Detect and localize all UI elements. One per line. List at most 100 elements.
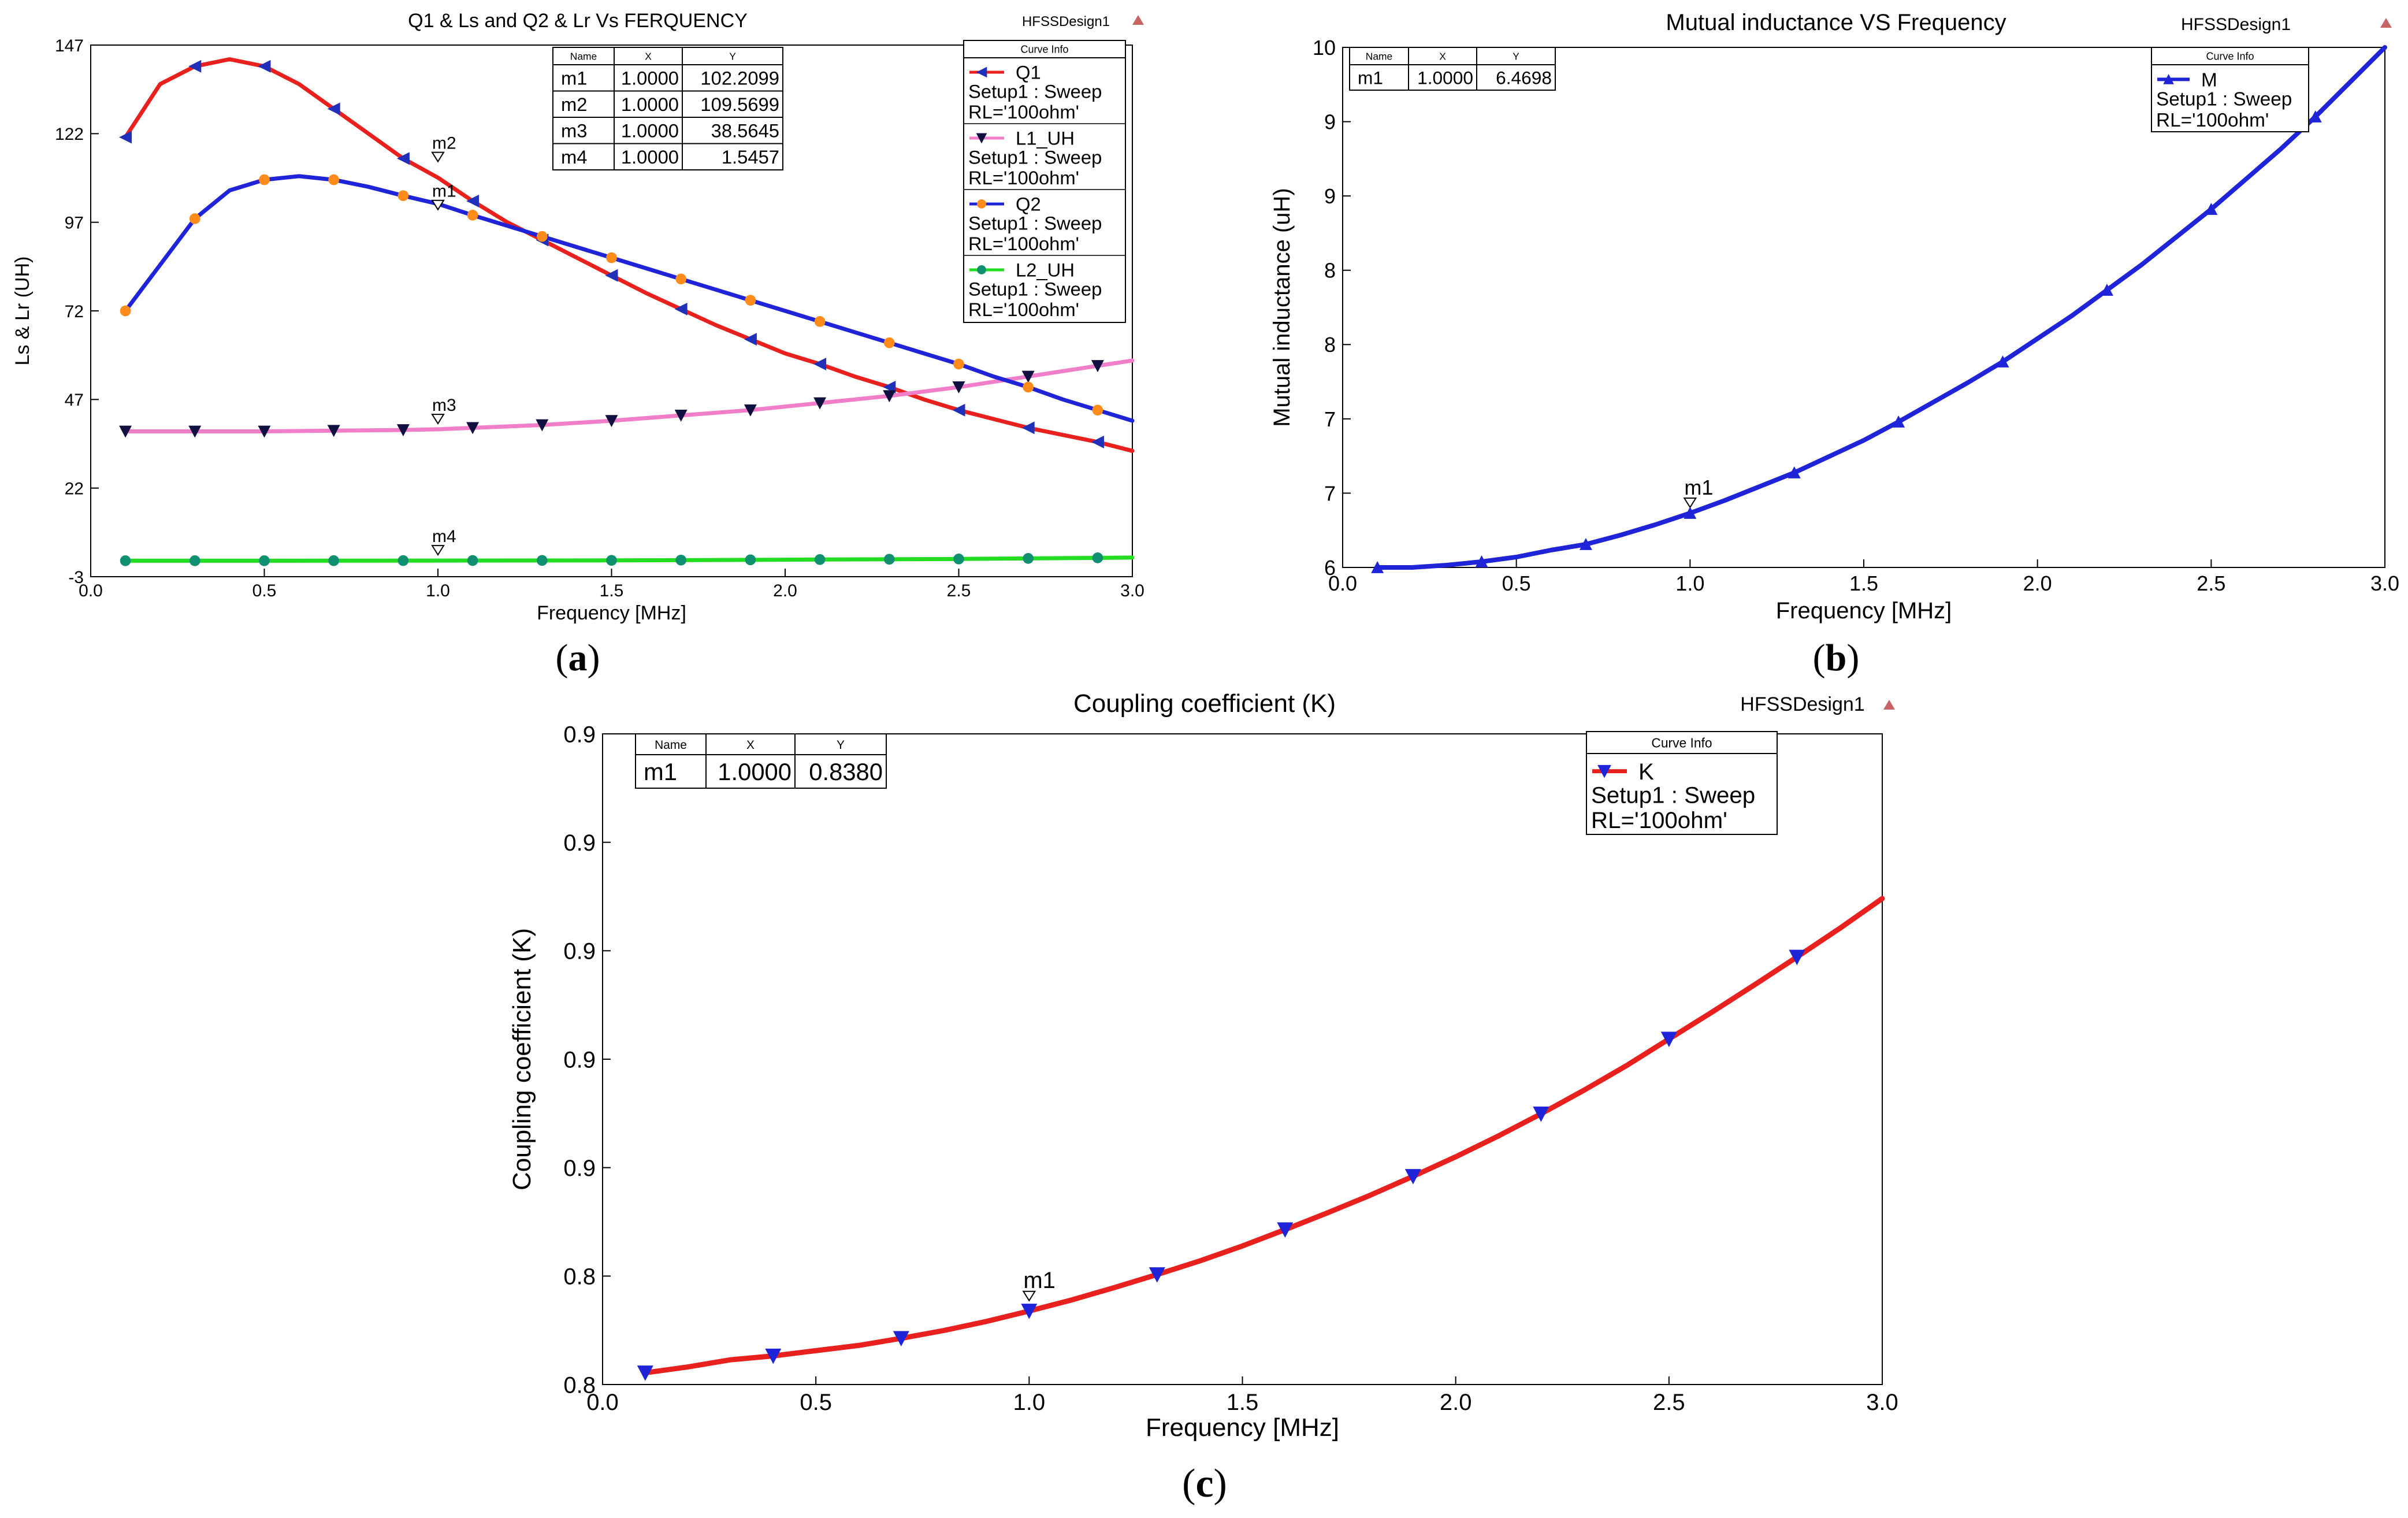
data-point-l1-uh bbox=[327, 425, 340, 437]
data-point-l2-uh bbox=[259, 555, 270, 566]
data-point-q2 bbox=[1092, 404, 1103, 416]
data-point-l2-uh bbox=[606, 555, 617, 566]
data-point-q1 bbox=[466, 194, 480, 207]
data-point-l1-uh bbox=[1091, 360, 1104, 373]
marker-table bbox=[1349, 47, 1556, 91]
legend-entry-param: RL='100ohm' bbox=[968, 167, 1079, 188]
legend-entry-setup: Setup1 : Sweep bbox=[1591, 782, 1755, 808]
data-point-l2-uh bbox=[467, 555, 478, 566]
table-cell: m4 bbox=[561, 146, 588, 168]
data-point-k bbox=[1533, 1106, 1549, 1122]
x-axis-label: Frequency [MHz] bbox=[537, 602, 686, 624]
data-point-q2 bbox=[328, 174, 340, 185]
series-line-k bbox=[642, 896, 1885, 1376]
y-tick-label: 0.8 bbox=[563, 1264, 596, 1290]
x-tick-label: 3.0 bbox=[1866, 1390, 1898, 1415]
legend-entry-setup: Setup1 : Sweep bbox=[968, 146, 1102, 168]
y-axis-label: Mutual inductance (uH) bbox=[1269, 188, 1295, 427]
y-tick-label: 9 bbox=[1324, 110, 1336, 134]
data-point-l1-uh bbox=[952, 381, 965, 394]
data-point-l1-uh bbox=[744, 404, 757, 417]
data-point-q2 bbox=[397, 190, 409, 202]
legend-entry-name: L2_UH bbox=[1016, 259, 1075, 281]
warning-triangle-icon bbox=[2380, 18, 2392, 28]
data-point-k bbox=[1404, 1169, 1421, 1185]
y-axis-label: Coupling coefficient (K) bbox=[508, 928, 536, 1190]
legend-entry-name: Q2 bbox=[1016, 194, 1041, 215]
table-cell: 1.0000 bbox=[621, 94, 679, 115]
x-tick-label: 2.5 bbox=[1653, 1390, 1685, 1415]
data-point-q2 bbox=[814, 316, 826, 327]
data-point-q2 bbox=[675, 273, 687, 285]
x-tick-label: 2.5 bbox=[2197, 571, 2225, 595]
marker-triangle-m4 bbox=[431, 545, 445, 556]
marker-triangle-m1 bbox=[431, 199, 445, 211]
table-cell: 1.0000 bbox=[621, 68, 679, 89]
table-cell: 1.0000 bbox=[621, 146, 679, 168]
legend-entry-setup: Setup1 : Sweep bbox=[968, 212, 1102, 233]
chart-title: Coupling coefficient (K) bbox=[1073, 689, 1336, 718]
table-header-cell: X bbox=[645, 51, 652, 62]
data-point-l1-uh bbox=[674, 410, 688, 422]
y-tick-label: 0.9 bbox=[563, 1047, 596, 1072]
table-cell: m1 bbox=[561, 68, 588, 89]
data-point-l1-uh bbox=[536, 419, 549, 432]
data-point-k bbox=[1660, 1031, 1677, 1048]
legend-entry-param: RL='100ohm' bbox=[2156, 110, 2269, 131]
data-point-q2 bbox=[259, 174, 270, 185]
y-tick-label: 72 bbox=[65, 302, 84, 321]
data-point-l2-uh bbox=[953, 553, 964, 565]
legend-title: Curve Info bbox=[2206, 51, 2254, 62]
data-point-q2 bbox=[953, 358, 964, 370]
y-tick-label: 7 bbox=[1324, 407, 1336, 431]
legend-marker-k bbox=[1597, 764, 1611, 778]
table-cell: 1.0000 bbox=[1417, 67, 1473, 88]
y-tick-label: 0.9 bbox=[563, 1156, 596, 1181]
data-point-l2-uh bbox=[675, 554, 687, 566]
data-point-l1-uh bbox=[466, 422, 480, 435]
data-point-q1 bbox=[327, 102, 340, 116]
legend-box bbox=[2151, 47, 2309, 132]
x-tick-label: 2.5 bbox=[947, 581, 971, 600]
data-point-q2 bbox=[1023, 381, 1034, 393]
data-point-q1 bbox=[1091, 435, 1104, 448]
legend-title: Curve Info bbox=[1651, 735, 1712, 750]
table-header-cell: Y bbox=[729, 51, 736, 62]
data-point-q1 bbox=[396, 152, 410, 165]
table-cell: m2 bbox=[561, 94, 588, 115]
x-tick-label: 1.0 bbox=[426, 581, 450, 600]
marker-triangle-m1 bbox=[1683, 498, 1697, 509]
marker-label-m4: m4 bbox=[432, 527, 456, 546]
data-point-q1 bbox=[952, 403, 965, 417]
data-point-q1 bbox=[605, 269, 618, 282]
legend-entry-name: M bbox=[2201, 69, 2217, 91]
table-cell: 1.0000 bbox=[718, 758, 791, 785]
legend-box bbox=[1586, 731, 1778, 835]
data-point-k bbox=[765, 1348, 782, 1364]
legend-entry-param: RL='100ohm' bbox=[968, 233, 1079, 254]
data-point-q1 bbox=[674, 302, 688, 316]
table-header-cell: Name bbox=[1366, 51, 1392, 62]
design-name-label: HFSSDesign1 bbox=[1022, 14, 1110, 29]
marker-label-m1: m1 bbox=[1023, 1268, 1056, 1293]
x-tick-label: 0.5 bbox=[1502, 571, 1531, 595]
data-point-l2-uh bbox=[745, 554, 756, 566]
table-cell: m1 bbox=[1358, 67, 1383, 88]
marker-table bbox=[635, 733, 887, 789]
y-tick-label: 97 bbox=[65, 213, 84, 232]
x-tick-label: 3.0 bbox=[2370, 571, 2399, 595]
legend-entry-param: RL='100ohm' bbox=[968, 101, 1079, 123]
x-tick-label: 0.0 bbox=[1328, 571, 1357, 595]
table-cell: 1.0000 bbox=[621, 120, 679, 142]
data-point-m bbox=[2100, 284, 2113, 296]
data-point-q2 bbox=[467, 210, 478, 221]
table-header-cell: Y bbox=[837, 738, 845, 752]
data-point-k bbox=[1277, 1222, 1294, 1238]
legend-marker-q2 bbox=[977, 199, 986, 209]
legend-entry-name: L1_UH bbox=[1016, 128, 1075, 149]
data-point-l1-uh bbox=[119, 425, 132, 438]
